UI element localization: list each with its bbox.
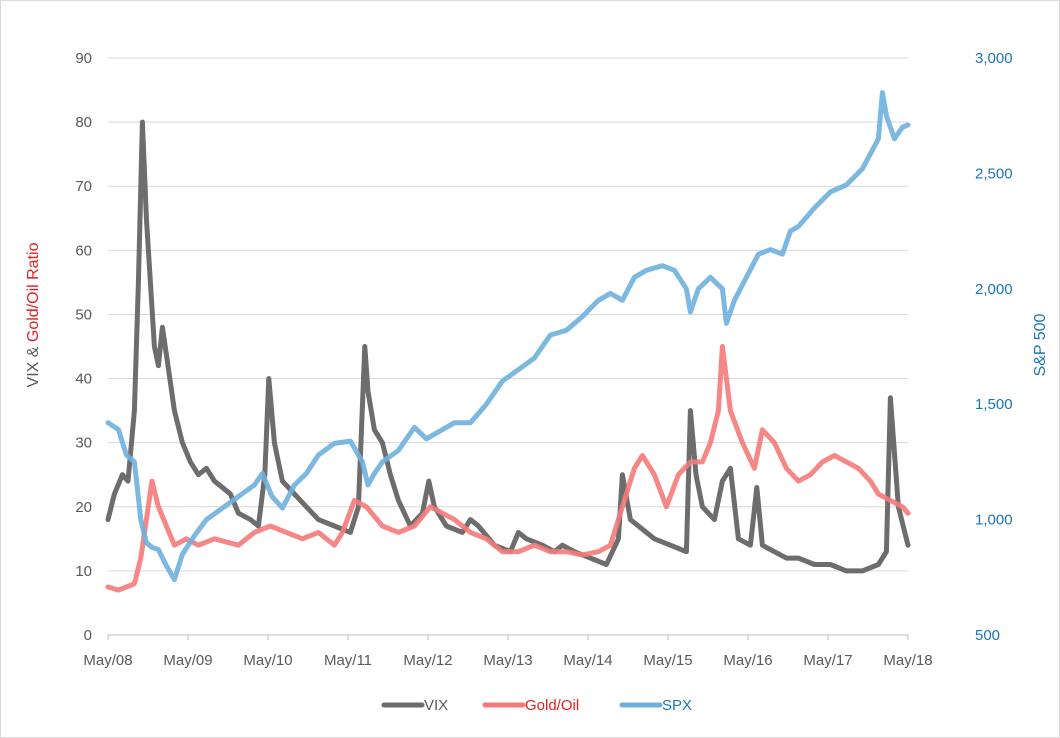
left-axis-ticks: 0 10 20 30 40 50 60 70 80 90: [75, 50, 92, 644]
right-tick-label: 3,000: [975, 50, 1013, 67]
right-tick-label: 2,500: [975, 165, 1013, 182]
x-tick-label: May/08: [83, 652, 132, 669]
x-tick-label: May/17: [803, 652, 852, 669]
series-layer: [105, 90, 911, 593]
legend-label-spx: SPX: [662, 697, 692, 714]
left-tick-label: 30: [75, 435, 92, 452]
x-tick-label: May/16: [723, 652, 772, 669]
series-line-spx: [105, 90, 911, 583]
x-tick-label: May/11: [324, 652, 372, 669]
left-tick-label: 60: [75, 242, 92, 259]
right-tick-label: 500: [975, 627, 1000, 644]
right-axis-ticks: 500 1,000 1,500 2,000 2,500 3,000: [975, 50, 1013, 644]
x-axis-ticks: May/08 May/09 May/10 May/11 May/12 May/13 May/…: [83, 652, 932, 669]
x-tick-label: May/15: [643, 652, 692, 669]
left-axis-title-part2: Gold/Oil Ratio: [25, 242, 42, 342]
left-tick-label: 80: [75, 114, 92, 131]
x-tick-label: May/10: [243, 652, 292, 669]
left-axis-title-part1: VIX &: [25, 342, 42, 387]
left-tick-label: 0: [84, 627, 92, 644]
x-tick-marks: [107, 635, 909, 640]
legend-label-gold-oil: Gold/Oil: [525, 697, 579, 714]
right-tick-label: 1,000: [975, 512, 1013, 529]
right-tick-label: 1,500: [975, 396, 1013, 413]
x-tick-label: May/18: [883, 652, 932, 669]
x-tick-label: May/09: [163, 652, 212, 669]
left-tick-label: 50: [75, 306, 92, 323]
x-tick-label: May/14: [563, 652, 612, 669]
x-tick-label: May/13: [483, 652, 532, 669]
legend-label-vix: VIX: [424, 697, 448, 714]
left-tick-label: 20: [75, 499, 92, 516]
right-axis-title: S&P 500: [1032, 313, 1049, 376]
x-tick-label: May/12: [403, 652, 452, 669]
right-tick-label: 2,000: [975, 281, 1013, 298]
left-tick-label: 40: [75, 371, 92, 388]
left-tick-label: 10: [75, 563, 92, 580]
left-tick-label: 90: [75, 50, 92, 67]
left-tick-label: 70: [75, 178, 92, 195]
left-axis-title: VIX & Gold/Oil Ratio: [25, 242, 42, 387]
legend: VIX Gold/Oil SPX: [381, 697, 692, 714]
series-line-gold-oil: [105, 344, 911, 593]
